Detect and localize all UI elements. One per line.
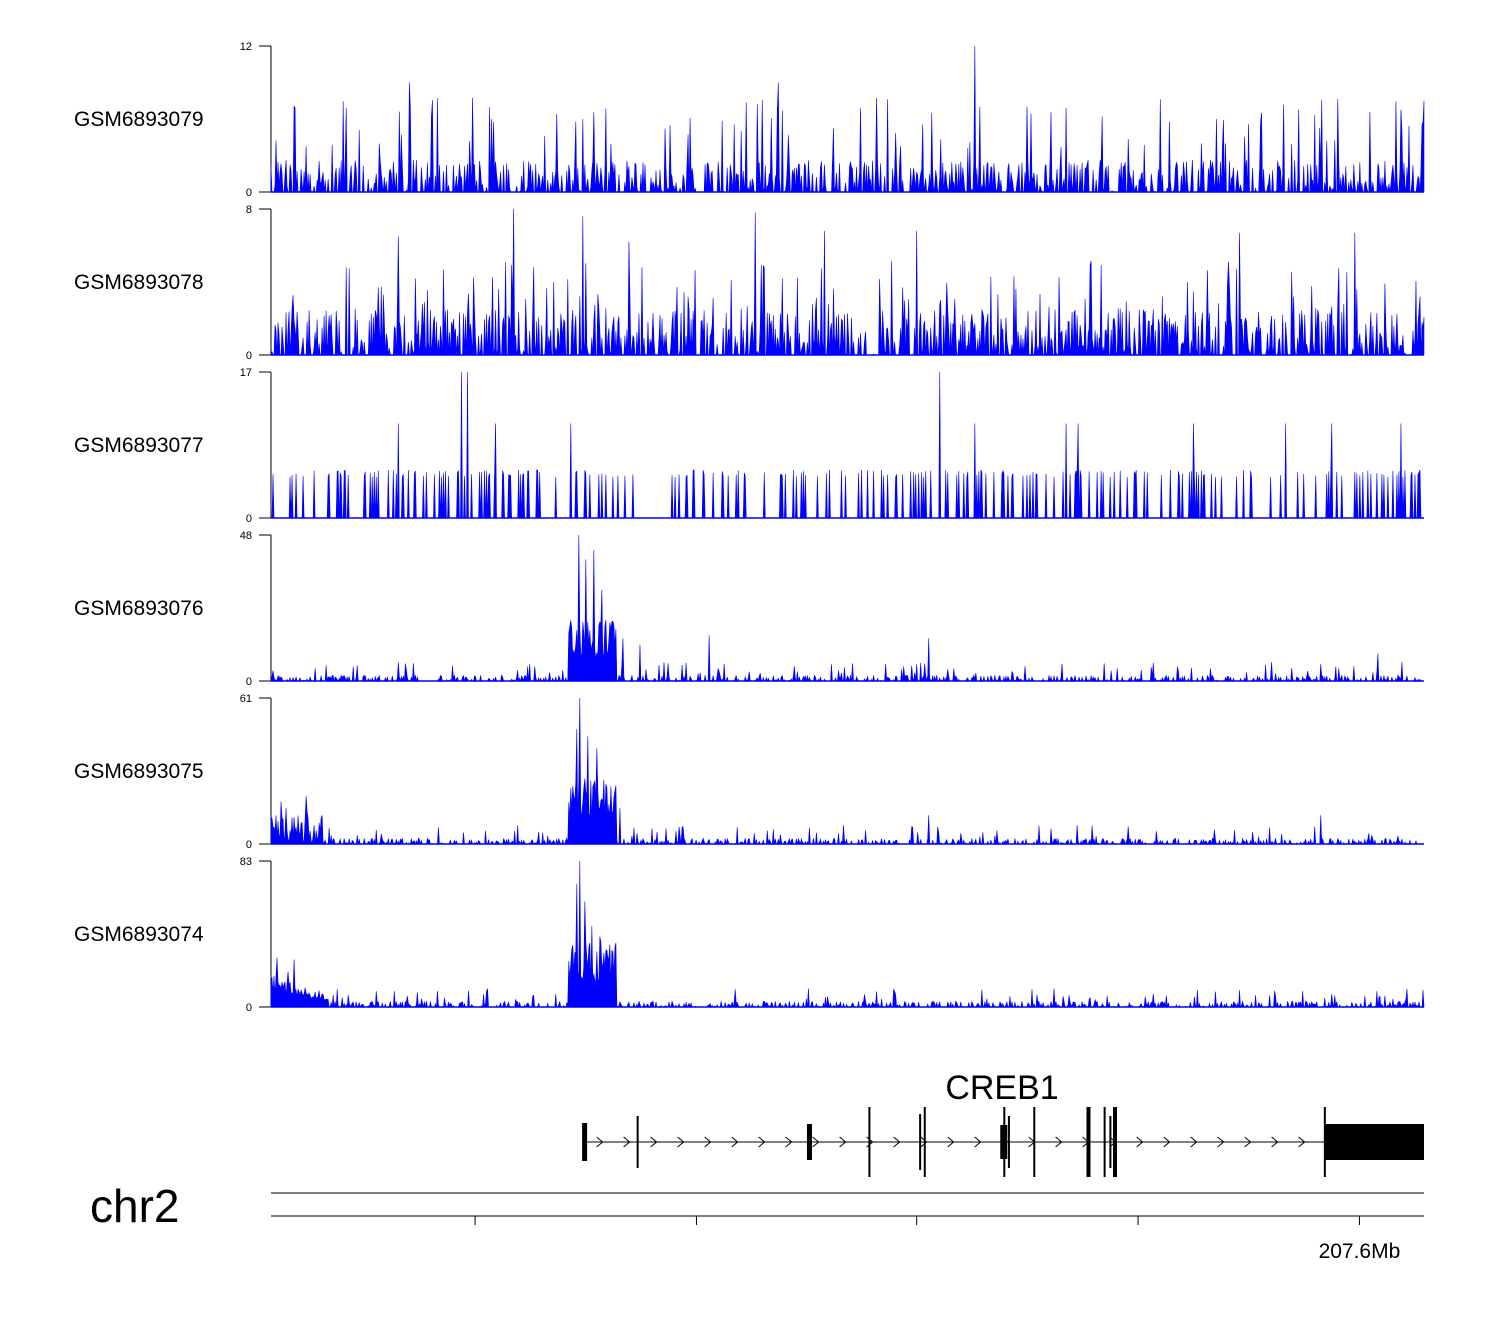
y-min-label: 0: [246, 676, 252, 688]
y-max-label: 17: [240, 367, 252, 379]
gene-model: [582, 1107, 1424, 1177]
y-max-label: 48: [240, 530, 252, 542]
track-GSM6893076: GSM6893076 48 0: [74, 530, 1424, 688]
exon: [582, 1123, 588, 1161]
strand-arrow: [812, 1136, 820, 1148]
track-label: GSM6893074: [74, 923, 204, 946]
strand-arrow: [1055, 1136, 1063, 1148]
chromosome-axis: chr2 207.6Mb: [90, 1180, 1424, 1263]
exon: [1086, 1107, 1091, 1177]
exon: [868, 1107, 871, 1177]
strand-arrow: [839, 1136, 847, 1148]
track-GSM6893079: GSM6893079 12 0: [74, 41, 1425, 199]
strand-arrow: [1163, 1136, 1171, 1148]
strand-arrow: [1244, 1136, 1252, 1148]
chromosome-label: chr2: [90, 1180, 179, 1232]
exon: [1033, 1107, 1036, 1177]
track-label: GSM6893076: [74, 597, 204, 620]
exon: [919, 1114, 922, 1170]
y-min-label: 0: [246, 839, 252, 851]
exon: [1000, 1125, 1008, 1159]
gene-track: CREB1: [582, 1069, 1424, 1177]
track-label: GSM6893078: [74, 271, 204, 294]
track-GSM6893074: GSM6893074 83 0: [74, 856, 1425, 1014]
strand-arrow: [731, 1136, 739, 1148]
exon: [1112, 1107, 1117, 1177]
y-min-label: 0: [246, 513, 252, 525]
strand-arrow: [623, 1136, 631, 1148]
track-label: GSM6893075: [74, 760, 204, 783]
strand-arrow: [893, 1136, 901, 1148]
signal-tracks: GSM6893079120GSM689307880GSM6893077170GS…: [74, 41, 1425, 1014]
y-max-label: 83: [240, 856, 252, 868]
strand-arrow: [1271, 1136, 1279, 1148]
strand-arrow: [920, 1136, 928, 1148]
strand-arrow: [704, 1136, 712, 1148]
strand-arrow: [677, 1136, 685, 1148]
track-GSM6893077: GSM6893077 17 0: [74, 367, 1424, 525]
strand-arrow: [650, 1136, 658, 1148]
utr-block: [1324, 1124, 1424, 1160]
exon: [1007, 1116, 1010, 1168]
exon: [806, 1124, 812, 1160]
y-max-label: 12: [240, 41, 252, 53]
track-label: GSM6893079: [74, 108, 204, 131]
exon: [1103, 1107, 1106, 1177]
gene-label-creb1: CREB1: [945, 1069, 1058, 1107]
signal-area: [270, 208, 1425, 357]
signal-area: [270, 860, 1425, 1009]
signal-area: [270, 45, 1425, 194]
signal-area: [270, 697, 1424, 846]
strand-arrow: [1217, 1136, 1225, 1148]
exon: [1109, 1116, 1112, 1168]
signal-area: [271, 371, 1424, 519]
strand-arrow: [974, 1136, 982, 1148]
coordinate-label: 207.6Mb: [1319, 1240, 1401, 1263]
strand-arrow: [785, 1136, 793, 1148]
y-min-label: 0: [246, 1002, 252, 1014]
strand-arrow: [758, 1136, 766, 1148]
axis-ticks: [474, 1216, 1360, 1225]
y-max-label: 61: [240, 693, 252, 705]
strand-arrow: [1298, 1136, 1306, 1148]
y-min-label: 0: [246, 350, 252, 362]
strand-arrow: [947, 1136, 955, 1148]
signal-area: [270, 534, 1424, 683]
track-GSM6893075: GSM6893075 61 0: [74, 693, 1424, 851]
exon: [1323, 1107, 1326, 1177]
strand-arrow: [1136, 1136, 1144, 1148]
y-min-label: 0: [246, 187, 252, 199]
track-label: GSM6893077: [74, 434, 204, 457]
exon: [923, 1107, 926, 1177]
track-GSM6893078: GSM6893078 8 0: [74, 204, 1425, 362]
strand-arrow: [596, 1136, 604, 1148]
y-max-label: 8: [246, 204, 252, 216]
strand-arrow: [1190, 1136, 1198, 1148]
exon: [636, 1116, 639, 1168]
